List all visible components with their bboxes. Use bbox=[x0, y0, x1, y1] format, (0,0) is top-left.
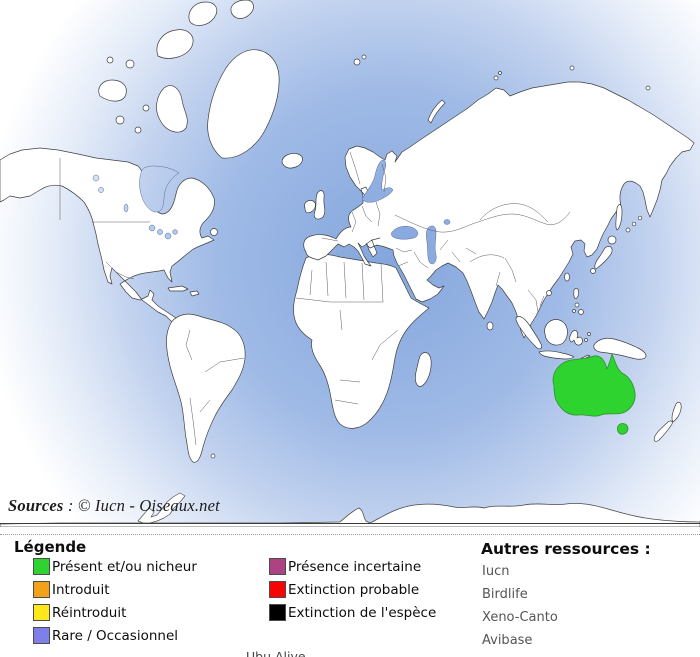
resource-link-birdlife[interactable]: Birdlife bbox=[482, 587, 528, 602]
great-britain bbox=[313, 190, 326, 220]
legend-item-reintroduit: Réintroduit bbox=[33, 604, 126, 621]
sulawesi bbox=[569, 330, 583, 346]
hudson-bay bbox=[139, 165, 180, 213]
continent-south-america bbox=[166, 313, 246, 463]
legend-item-extinction-probable: Extinction probable bbox=[269, 581, 419, 598]
legend-label: Rare / Occasionnel bbox=[52, 627, 179, 644]
greenland bbox=[207, 49, 280, 159]
sources-label: Sources bbox=[8, 496, 64, 515]
sources-credit-text: © Iucn - Oiseaux.net bbox=[77, 496, 220, 515]
continent-north-america bbox=[0, 147, 215, 323]
country-borders bbox=[59, 151, 571, 446]
java bbox=[538, 350, 575, 360]
iceland bbox=[281, 153, 303, 169]
inland-seas bbox=[92, 159, 451, 265]
baltic-sea bbox=[361, 159, 394, 203]
legend-swatch-incertaine bbox=[269, 558, 286, 575]
continent-africa bbox=[293, 253, 430, 429]
japan-honshu bbox=[594, 246, 613, 270]
legend-label: Présence incertaine bbox=[288, 558, 422, 575]
resource-link-avibase[interactable]: Avibase bbox=[482, 633, 533, 648]
sources-credit: Sources : © Iucn - Oiseaux.net bbox=[8, 496, 220, 516]
continent-eurasia bbox=[303, 81, 695, 339]
legend-item-rare: Rare / Occasionnel bbox=[33, 627, 178, 644]
continents bbox=[0, 0, 695, 463]
world-map-svg bbox=[0, 0, 700, 527]
legend-swatch-extinction-probable bbox=[269, 581, 286, 598]
tasmania bbox=[616, 423, 629, 435]
australia bbox=[552, 353, 636, 417]
legend-item-extinction-espece: Extinction de l'espèce bbox=[269, 604, 436, 621]
caspian-sea bbox=[426, 225, 437, 265]
resource-link-xeno-canto[interactable]: Xeno-Canto bbox=[482, 610, 558, 625]
new-zealand-south bbox=[653, 420, 673, 442]
ireland bbox=[304, 200, 316, 214]
borneo bbox=[544, 319, 568, 346]
legend-item-incertaine: Présence incertaine bbox=[269, 558, 421, 575]
legend-swatch-reintroduit bbox=[33, 604, 50, 621]
new-zealand-north bbox=[671, 401, 682, 423]
world-map: Sources : © Iucn - Oiseaux.net bbox=[0, 0, 700, 527]
legend-item-introduit: Introduit bbox=[33, 581, 110, 598]
new-guinea bbox=[593, 337, 647, 360]
legend-label: Extinction probable bbox=[288, 581, 420, 598]
legend-panel: Légende Présent et/ou nicheur Introduit … bbox=[0, 534, 700, 657]
madagascar bbox=[415, 352, 432, 387]
footer-partial-text: Ubu Alive bbox=[246, 649, 306, 657]
antarctica bbox=[0, 492, 700, 527]
legend-swatch-rare bbox=[33, 627, 50, 644]
legend-swatch-present bbox=[33, 558, 50, 575]
other-resources-title: Autres ressources : bbox=[481, 540, 651, 558]
legend-label: Présent et/ou nicheur bbox=[52, 558, 197, 575]
legend-swatch-extinction-espece bbox=[269, 604, 286, 621]
legend-label: Introduit bbox=[52, 581, 110, 598]
antarctic-peninsula bbox=[137, 492, 186, 524]
legend-swatch-introduit bbox=[33, 581, 50, 598]
resource-link-iucn[interactable]: Iucn bbox=[482, 564, 510, 579]
legend-item-present: Présent et/ou nicheur bbox=[33, 558, 197, 575]
legend-label: Extinction de l'espèce bbox=[288, 604, 437, 621]
legend-label: Réintroduit bbox=[52, 604, 127, 621]
highlighted-range-australia bbox=[552, 353, 636, 435]
legend-title: Légende bbox=[14, 538, 87, 556]
japan bbox=[607, 235, 617, 245]
sumatra bbox=[515, 316, 542, 350]
sources-separator: : bbox=[63, 496, 78, 515]
black-sea bbox=[391, 225, 419, 240]
